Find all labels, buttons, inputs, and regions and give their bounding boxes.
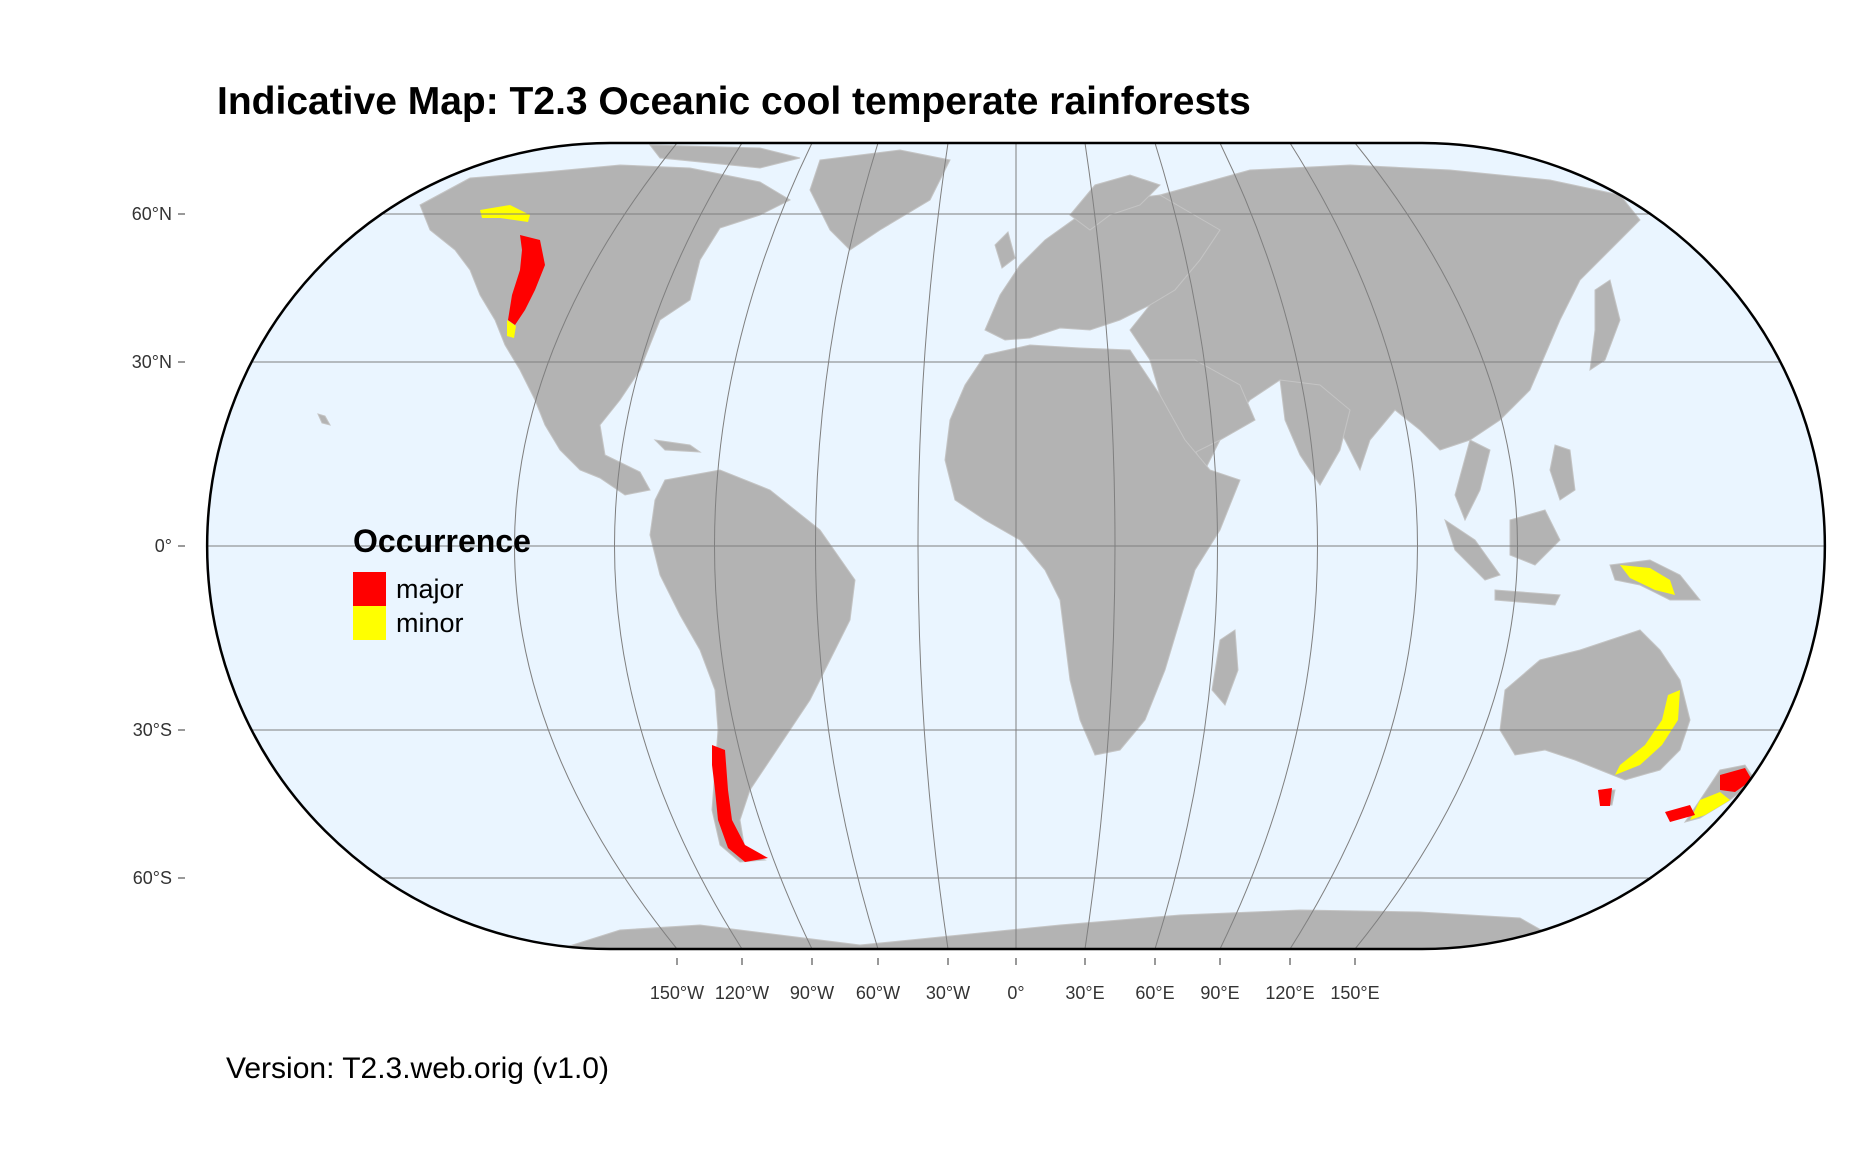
- greenland: [809, 149, 951, 251]
- madagascar: [1211, 629, 1239, 706]
- africa: [944, 344, 1241, 756]
- north-america: [419, 164, 792, 496]
- lon-label-0: 0°: [1007, 983, 1024, 1003]
- occurrence-nz-major: [1720, 768, 1752, 792]
- map-title: Indicative Map: T2.3 Oceanic cool temper…: [217, 80, 1251, 123]
- lat-label-0: 0°: [155, 536, 172, 556]
- lon-label-60e: 60°E: [1135, 983, 1174, 1003]
- lon-label-90e: 90°E: [1200, 983, 1239, 1003]
- meridian-30e: [1084, 143, 1116, 949]
- legend-swatch-minor: [353, 606, 386, 640]
- arctic-islands: [648, 144, 801, 169]
- borneo: [1509, 509, 1561, 566]
- lon-ticks: [676, 958, 1356, 965]
- legend-title: Occurrence: [353, 523, 531, 559]
- occurrence-regions: [480, 205, 1752, 862]
- lat-label-30n: 30°N: [132, 352, 172, 372]
- meridian-60w: [815, 143, 879, 949]
- indochina: [1454, 439, 1491, 522]
- lon-label-150e: 150°E: [1330, 983, 1379, 1003]
- graticule: [207, 143, 1825, 949]
- philippines: [1549, 444, 1576, 501]
- globe-border: [205, 141, 1827, 951]
- lat-labels: 60°N 30°N 0° 30°S 60°S: [132, 204, 172, 888]
- meridian-90e: [1219, 143, 1318, 949]
- british-isles: [994, 231, 1016, 269]
- scandinavia: [1069, 174, 1161, 231]
- lon-label-60w: 60°W: [856, 983, 900, 1003]
- lon-labels: 150°W 120°W 90°W 60°W 30°W 0° 30°E 60°E …: [650, 983, 1380, 1003]
- lon-label-120w: 120°W: [715, 983, 769, 1003]
- japan: [1589, 279, 1621, 372]
- lat-label-30s: 30°S: [133, 720, 172, 740]
- legend-label-minor: minor: [396, 607, 464, 638]
- occurrence-nz-south-major: [1665, 805, 1695, 822]
- occurrence-california-minor: [507, 320, 516, 338]
- meridian-120w: [614, 143, 743, 949]
- asia: [1129, 164, 1641, 472]
- land-masses: [317, 144, 1756, 949]
- occurrence-pnw-major: [508, 235, 545, 325]
- hawaii: [317, 413, 331, 426]
- meridian-30w: [917, 143, 949, 949]
- lat-label-60s: 60°S: [133, 868, 172, 888]
- legend-label-major: major: [396, 573, 464, 604]
- meridian-150w: [514, 143, 678, 949]
- meridian-90w: [714, 143, 813, 949]
- legend-swatch-major: [353, 572, 386, 606]
- meridian-150e: [1354, 143, 1518, 949]
- lat-label-60n: 60°N: [132, 204, 172, 224]
- occurrence-tasmania-major: [1598, 788, 1612, 806]
- occurrence-new-guinea-minor: [1620, 565, 1675, 595]
- occurrence-nz-minor: [1690, 792, 1730, 820]
- legend-item-minor: minor: [353, 606, 531, 640]
- sumatra: [1444, 518, 1501, 581]
- australia: [1499, 629, 1691, 781]
- meridian-120e: [1289, 143, 1418, 949]
- lon-label-30w: 30°W: [926, 983, 970, 1003]
- lon-label-120e: 120°E: [1265, 983, 1314, 1003]
- occurrence-chile-major: [712, 745, 768, 862]
- caribbean-islands: [653, 439, 702, 453]
- lon-label-30e: 30°E: [1065, 983, 1104, 1003]
- occurrence-east-australia-minor: [1615, 690, 1680, 775]
- legend-item-major: major: [353, 572, 531, 606]
- java: [1494, 589, 1561, 606]
- version-label: Version: T2.3.web.orig (v1.0): [226, 1052, 609, 1085]
- indian-subcontinent: [1279, 379, 1351, 486]
- meridian-60e: [1154, 143, 1218, 949]
- lat-ticks: [178, 213, 185, 879]
- lon-label-90w: 90°W: [790, 983, 834, 1003]
- lon-label-150w: 150°W: [650, 983, 704, 1003]
- legend: Occurrence major minor: [353, 523, 531, 640]
